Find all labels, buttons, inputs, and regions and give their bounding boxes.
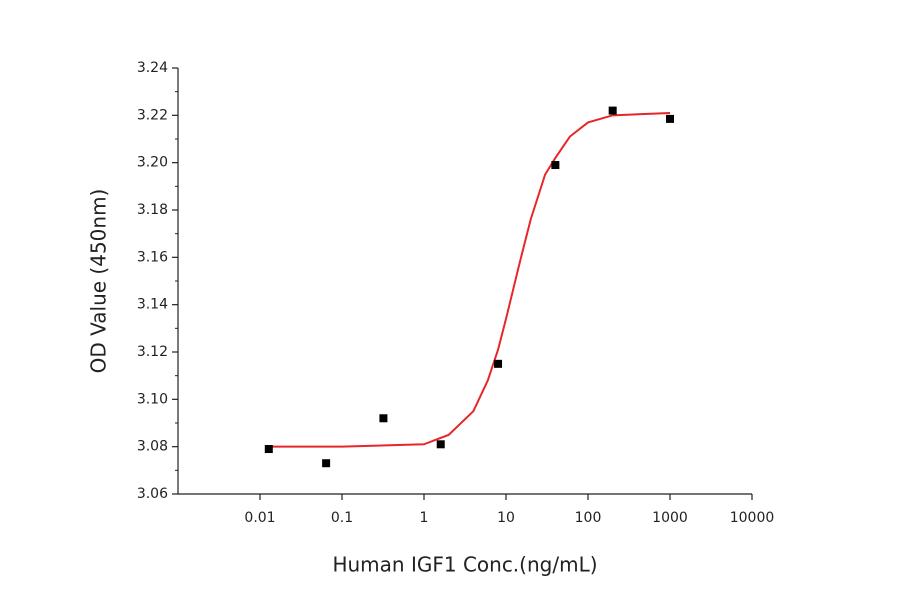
x-tick-label: 1 <box>420 510 429 526</box>
y-tick-label: 3.08 <box>137 439 168 455</box>
y-tick-label: 3.14 <box>137 297 168 313</box>
x-tick-label: 10 <box>497 510 515 526</box>
y-tick-label: 3.18 <box>137 202 168 218</box>
y-tick-label: 3.22 <box>137 107 168 123</box>
y-tick-label: 3.10 <box>137 391 168 407</box>
y-tick-label: 3.06 <box>137 486 168 502</box>
x-axis-title: Human IGF1 Conc.(ng/mL) <box>332 553 597 577</box>
x-tick-label: 100 <box>575 510 602 526</box>
x-tick-label: 10000 <box>730 510 775 526</box>
y-tick-label: 3.24 <box>137 60 168 76</box>
data-point <box>322 459 331 468</box>
data-point <box>551 161 560 170</box>
data-point <box>436 440 445 449</box>
y-tick-label: 3.20 <box>137 155 168 171</box>
y-tick-label: 3.16 <box>137 249 168 265</box>
y-tick-label: 3.12 <box>137 344 168 360</box>
x-tick-label: 1000 <box>652 510 688 526</box>
x-tick-label: 0.01 <box>244 510 275 526</box>
y-axis-title: OD Value (450nm) <box>87 189 111 374</box>
data-point <box>379 414 388 423</box>
data-point <box>494 359 503 368</box>
data-point <box>608 106 617 115</box>
fit-curve <box>268 111 671 448</box>
data-point <box>666 114 674 123</box>
data-point <box>264 445 273 454</box>
x-tick-label: 0.1 <box>331 510 353 526</box>
